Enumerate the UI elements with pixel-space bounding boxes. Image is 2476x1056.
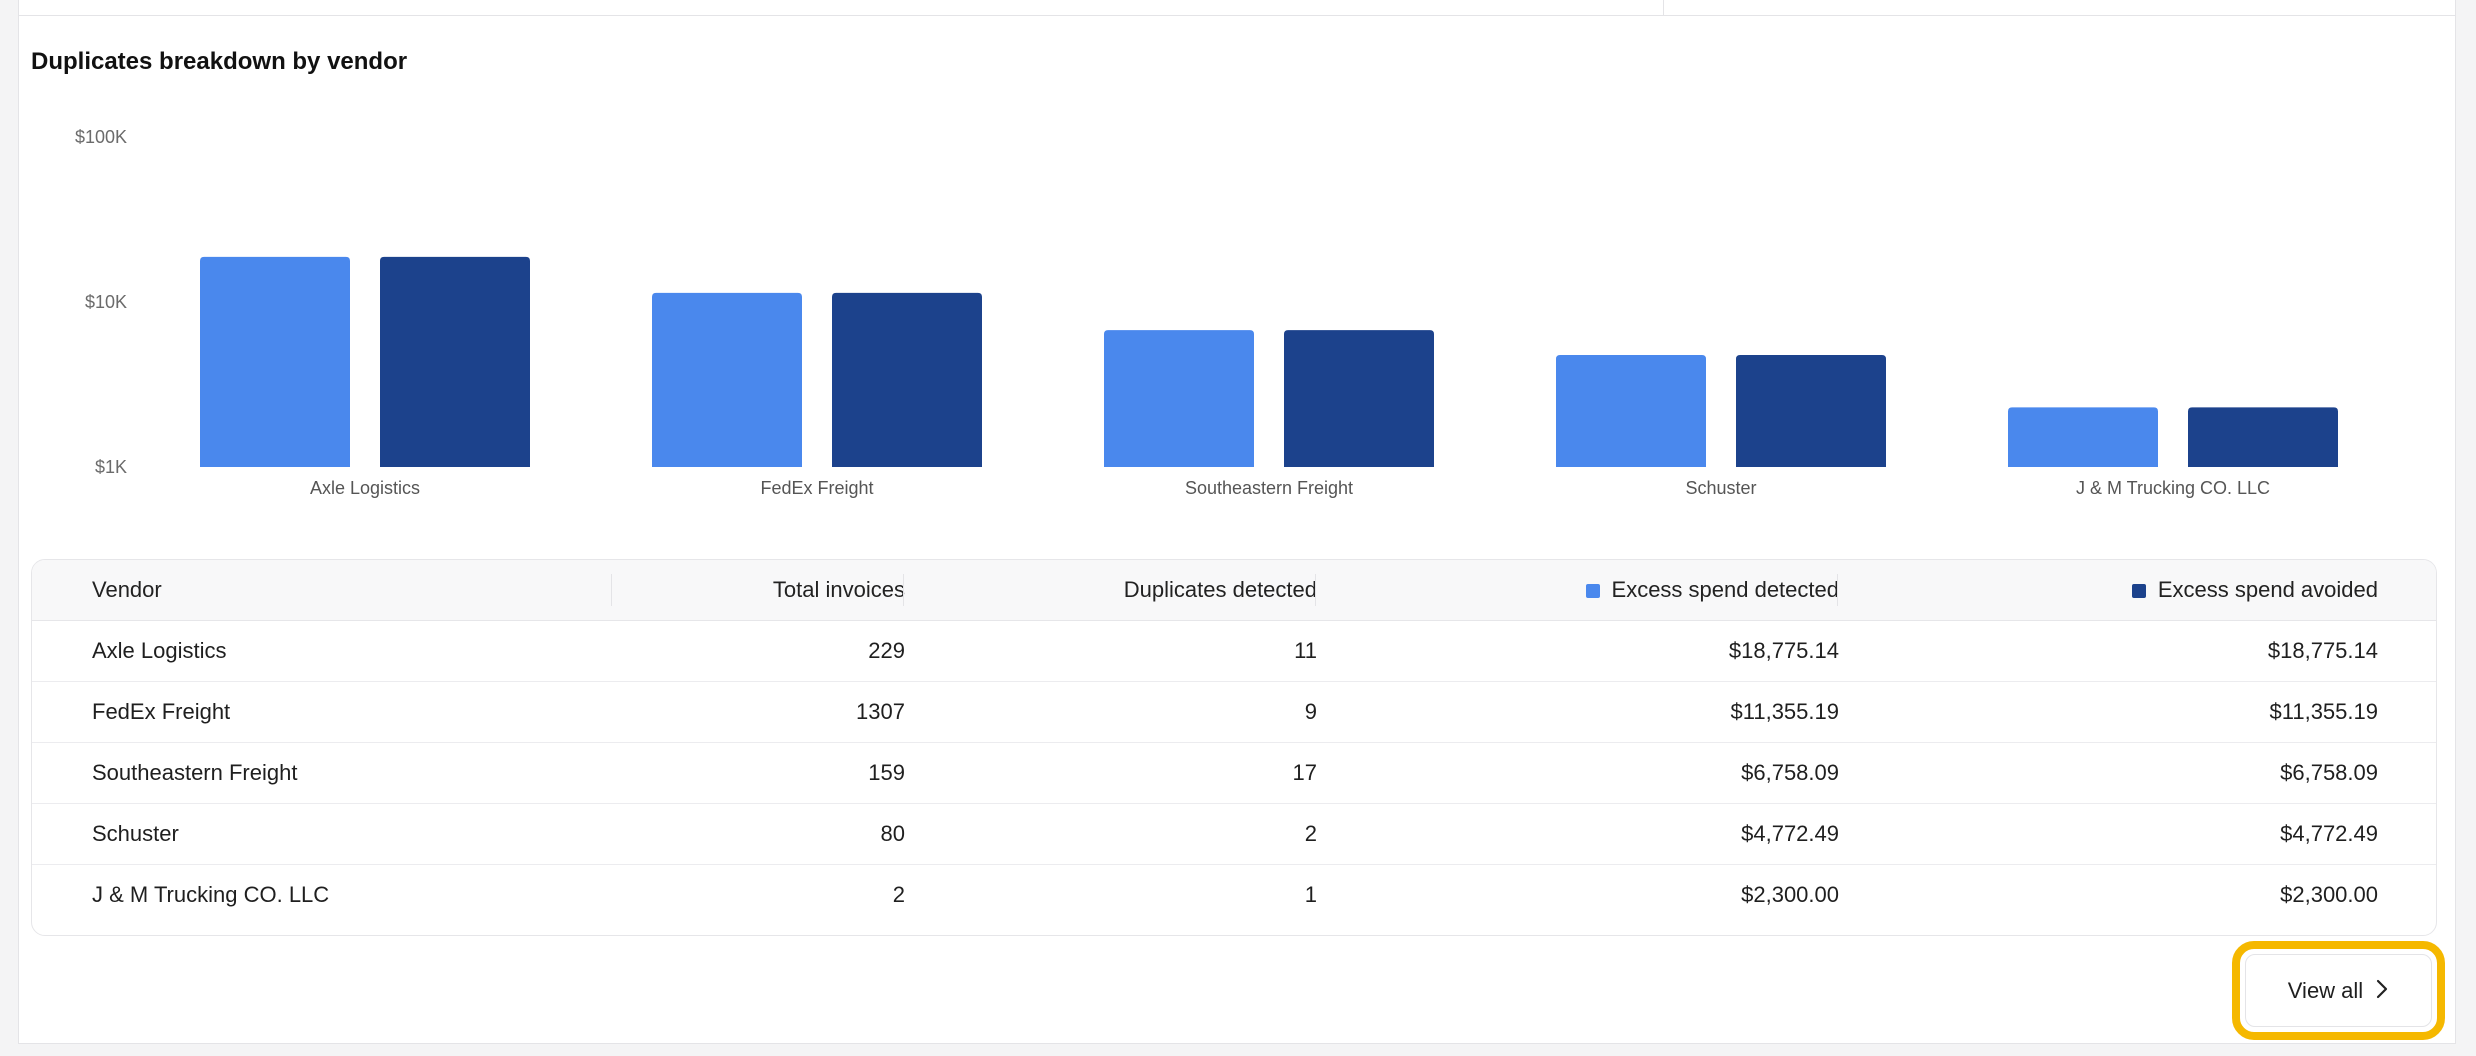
cell-total-invoices: 2	[892, 882, 905, 907]
header-vendor: Vendor	[92, 577, 162, 602]
cell-excess-detected: $4,772.49	[1741, 821, 1839, 846]
table-row: Schuster 80 2 $4,772.49 $4,772.49	[32, 804, 2436, 865]
bar-excess-avoided[interactable]	[1284, 330, 1434, 467]
column-separator	[611, 574, 612, 606]
cell-vendor: Schuster	[92, 821, 179, 846]
cell-excess-detected: $18,775.14	[1728, 638, 1839, 663]
y-tick-label: $100K	[75, 127, 127, 147]
cell-total-invoices: 80	[880, 821, 905, 846]
table-row: Axle Logistics 229 11 $18,775.14 $18,775…	[32, 621, 2436, 682]
bar-excess-avoided[interactable]	[832, 292, 982, 467]
cell-excess-detected: $11,355.19	[1730, 699, 1839, 724]
chevron-right-icon	[2375, 978, 2389, 1004]
cell-excess-detected: $2,300.00	[1741, 882, 1839, 907]
y-tick-label: $10K	[85, 292, 127, 312]
header-excess-detected-label: Excess spend detected	[1611, 577, 1839, 602]
cell-excess-avoided: $11,355.19	[2269, 699, 2378, 724]
cell-duplicates: 17	[1292, 760, 1317, 785]
table-header-row: Vendor Total invoices Duplicates detecte…	[32, 560, 2436, 621]
x-category-label: Axle Logistics	[310, 478, 420, 498]
bar-excess-detected[interactable]	[1556, 355, 1706, 467]
top-card-edge	[18, 0, 2456, 16]
avoided-swatch	[2131, 584, 2146, 598]
cell-total-invoices: 159	[868, 760, 905, 785]
bar-excess-detected[interactable]	[200, 256, 350, 467]
header-excess-detected: Excess spend detected	[1585, 560, 1839, 620]
x-category-label: Schuster	[1685, 478, 1756, 498]
cell-excess-avoided: $2,300.00	[2280, 882, 2378, 907]
column-separator	[1315, 574, 1316, 606]
column-separator	[1837, 574, 1838, 606]
bar-excess-avoided[interactable]	[1736, 355, 1886, 467]
x-category-label: J & M Trucking CO. LLC	[2076, 478, 2270, 498]
header-excess-avoided-label: Excess spend avoided	[2157, 577, 2378, 602]
cell-vendor: Axle Logistics	[92, 638, 227, 663]
card-title: Duplicates breakdown by vendor	[31, 48, 408, 75]
cell-excess-detected: $6,758.09	[1741, 760, 1839, 785]
detected-swatch	[1585, 584, 1600, 598]
view-all-button[interactable]: View all	[2245, 954, 2432, 1027]
cell-vendor: Southeastern Freight	[92, 760, 298, 785]
table-row: J & M Trucking CO. LLC 2 1 $2,300.00 $2,…	[32, 865, 2436, 925]
bar-excess-detected[interactable]	[652, 292, 802, 467]
bar-excess-avoided[interactable]	[380, 256, 530, 467]
column-separator	[903, 574, 904, 606]
y-tick-label: $1K	[95, 457, 127, 477]
header-duplicates-detected: Duplicates detected	[1123, 577, 1317, 602]
cell-vendor: FedEx Freight	[92, 699, 231, 724]
cell-vendor: J & M Trucking CO. LLC	[92, 882, 330, 907]
cell-duplicates: 9	[1304, 699, 1317, 724]
x-category-label: Southeastern Freight	[1185, 478, 1353, 498]
x-category-label: FedEx Freight	[760, 478, 873, 498]
cell-excess-avoided: $18,775.14	[2267, 638, 2378, 663]
view-all-label: View all	[2287, 977, 2364, 1003]
cell-total-invoices: 1307	[856, 699, 905, 724]
header-total-invoices: Total invoices	[772, 577, 905, 602]
table-row: FedEx Freight 1307 9 $11,355.19 $11,355.…	[32, 682, 2436, 743]
cell-total-invoices: 229	[868, 638, 905, 663]
header-excess-avoided: Excess spend avoided	[2131, 560, 2378, 620]
bar-excess-avoided[interactable]	[2188, 407, 2338, 467]
view-all-highlight	[2232, 941, 2445, 1040]
top-card-divider	[1663, 0, 1664, 16]
bar-excess-detected[interactable]	[1104, 330, 1254, 467]
cell-excess-avoided: $6,758.09	[2280, 760, 2378, 785]
bar-excess-detected[interactable]	[2008, 407, 2158, 467]
vendor-table: Vendor Total invoices Duplicates detecte…	[31, 559, 2437, 936]
duplicates-bar-chart: $1K $10K $100K Axle Logistics FedEx Freight S…	[75, 127, 2338, 498]
cell-duplicates: 11	[1294, 638, 1317, 663]
cell-duplicates: 2	[1304, 821, 1317, 846]
cell-excess-avoided: $4,772.49	[2280, 821, 2378, 846]
cell-duplicates: 1	[1304, 882, 1317, 907]
table-row: Southeastern Freight 159 17 $6,758.09 $6…	[32, 743, 2436, 804]
